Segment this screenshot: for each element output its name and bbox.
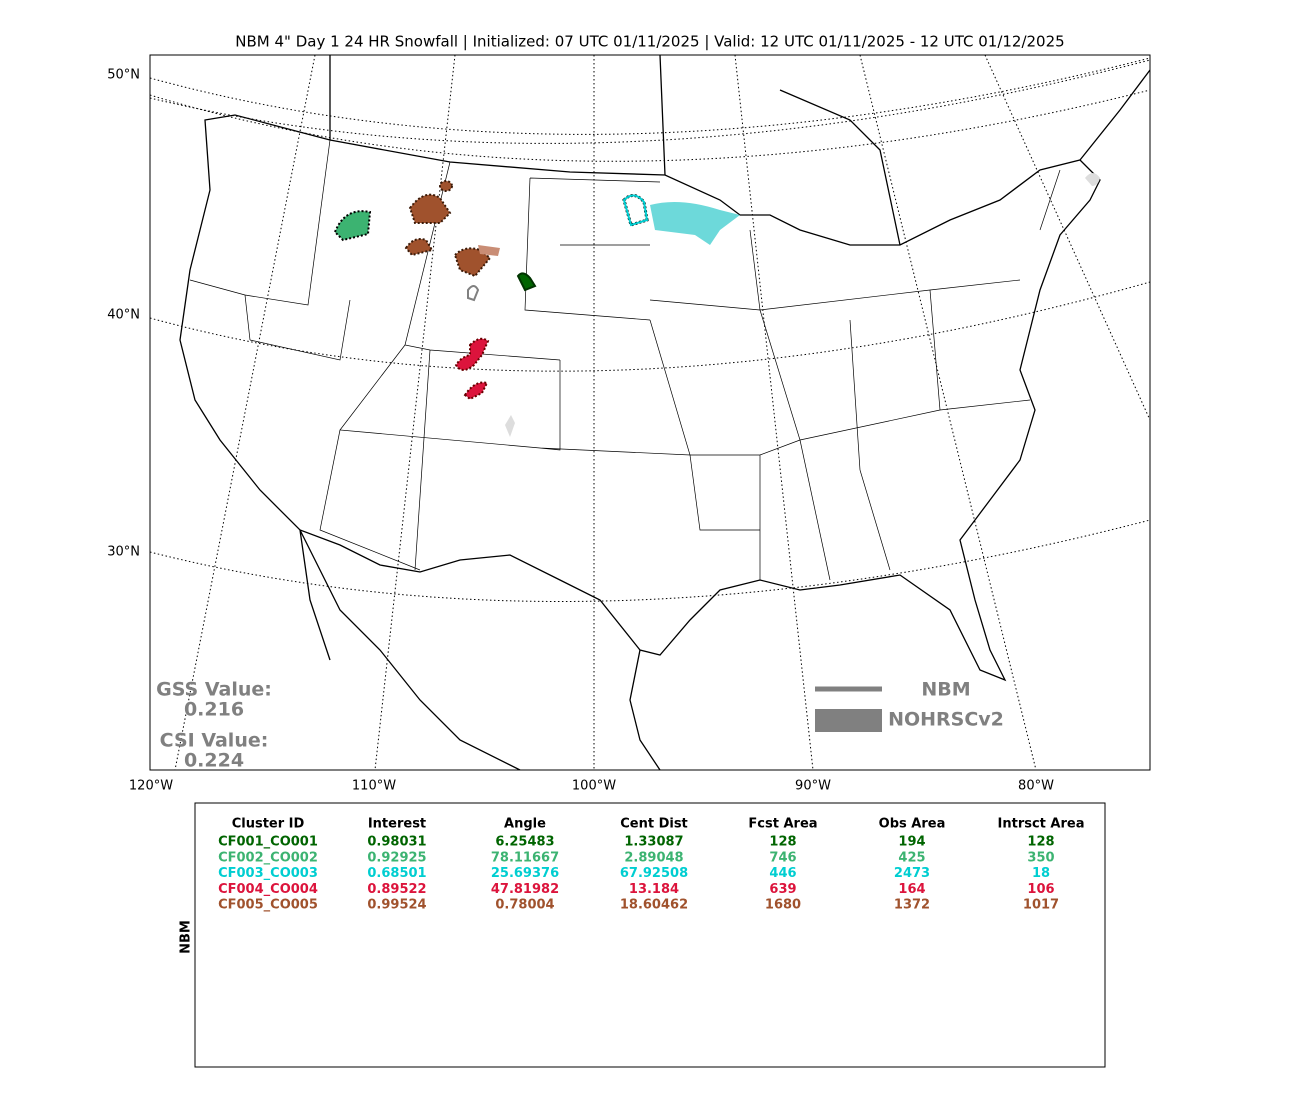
table-header: Cent Dist xyxy=(620,817,688,832)
table-cell: 6.25483 xyxy=(495,835,554,850)
gss-value: 0.216 xyxy=(184,699,244,721)
table-header: Interest xyxy=(368,817,426,832)
lat-label: 30°N xyxy=(107,545,140,560)
lon-label: 120°W xyxy=(129,779,173,794)
table-cell: 13.184 xyxy=(629,882,679,897)
lat-label: 50°N xyxy=(107,68,140,83)
table-cell: 2473 xyxy=(894,866,930,881)
table-cell: 746 xyxy=(769,850,796,865)
table-cell: CF001_CO001 xyxy=(218,835,318,850)
table-cell: 0.99524 xyxy=(367,898,426,913)
table-cell: 639 xyxy=(769,882,796,897)
table-cell: 164 xyxy=(898,882,925,897)
table-cell: CF002_CO002 xyxy=(218,850,318,865)
table-cell: 67.92508 xyxy=(620,866,688,881)
table-cell: 128 xyxy=(769,835,796,850)
legend-line-label: NBM xyxy=(921,679,970,701)
table-cell: 446 xyxy=(769,866,796,881)
table-header: Angle xyxy=(504,817,546,832)
table-cell: 1372 xyxy=(894,898,930,913)
table-cell: 47.81982 xyxy=(491,882,559,897)
table-cell: 25.69376 xyxy=(491,866,559,881)
legend-fill-label: NOHRSCv2 xyxy=(888,709,1004,731)
lon-label: 100°W xyxy=(572,779,616,794)
table-cell: 106 xyxy=(1027,882,1054,897)
legend-fill xyxy=(815,709,882,732)
table-cell: CF005_CO005 xyxy=(218,898,318,913)
csi-label: CSI Value: xyxy=(160,730,269,752)
table-cell: 18 xyxy=(1032,866,1050,881)
table-cell: 0.98031 xyxy=(367,835,426,850)
table-cell: 78.11667 xyxy=(491,850,559,865)
table-header: Intrsct Area xyxy=(998,817,1085,832)
csi-value: 0.224 xyxy=(184,750,244,772)
table-cell: 425 xyxy=(898,850,925,865)
table-header: Cluster ID xyxy=(232,817,305,832)
gss-label: GSS Value: xyxy=(156,679,272,701)
table-cell: 0.68501 xyxy=(367,866,426,881)
table-cell: CF004_CO004 xyxy=(218,882,318,897)
table-header: Fcst Area xyxy=(748,817,817,832)
table-cell: 2.89048 xyxy=(624,850,683,865)
map-frame xyxy=(149,54,1151,771)
table-cell: 0.92925 xyxy=(367,850,426,865)
table-cell: 194 xyxy=(898,835,925,850)
table-cell: 1.33087 xyxy=(624,835,683,850)
lon-label: 110°W xyxy=(352,779,396,794)
title: NBM 4" Day 1 24 HR Snowfall | Initialize… xyxy=(235,33,1064,51)
map xyxy=(150,55,1150,770)
table-header: Obs Area xyxy=(879,817,946,832)
table-cell: 0.78004 xyxy=(495,898,554,913)
lon-label: 80°W xyxy=(1018,779,1054,794)
table-cell: 1017 xyxy=(1023,898,1059,913)
table-cell: CF003_CO003 xyxy=(218,866,318,881)
table-cell: 18.60462 xyxy=(620,898,688,913)
table-cell: 128 xyxy=(1027,835,1054,850)
table-side-label: NBM xyxy=(179,920,194,954)
lat-label: 40°N xyxy=(107,308,140,323)
table-cell: 0.89522 xyxy=(367,882,426,897)
table-cell: 1680 xyxy=(765,898,801,913)
lon-label: 90°W xyxy=(795,779,831,794)
table-frame xyxy=(194,802,1106,1068)
table-cell: 350 xyxy=(1027,850,1054,865)
